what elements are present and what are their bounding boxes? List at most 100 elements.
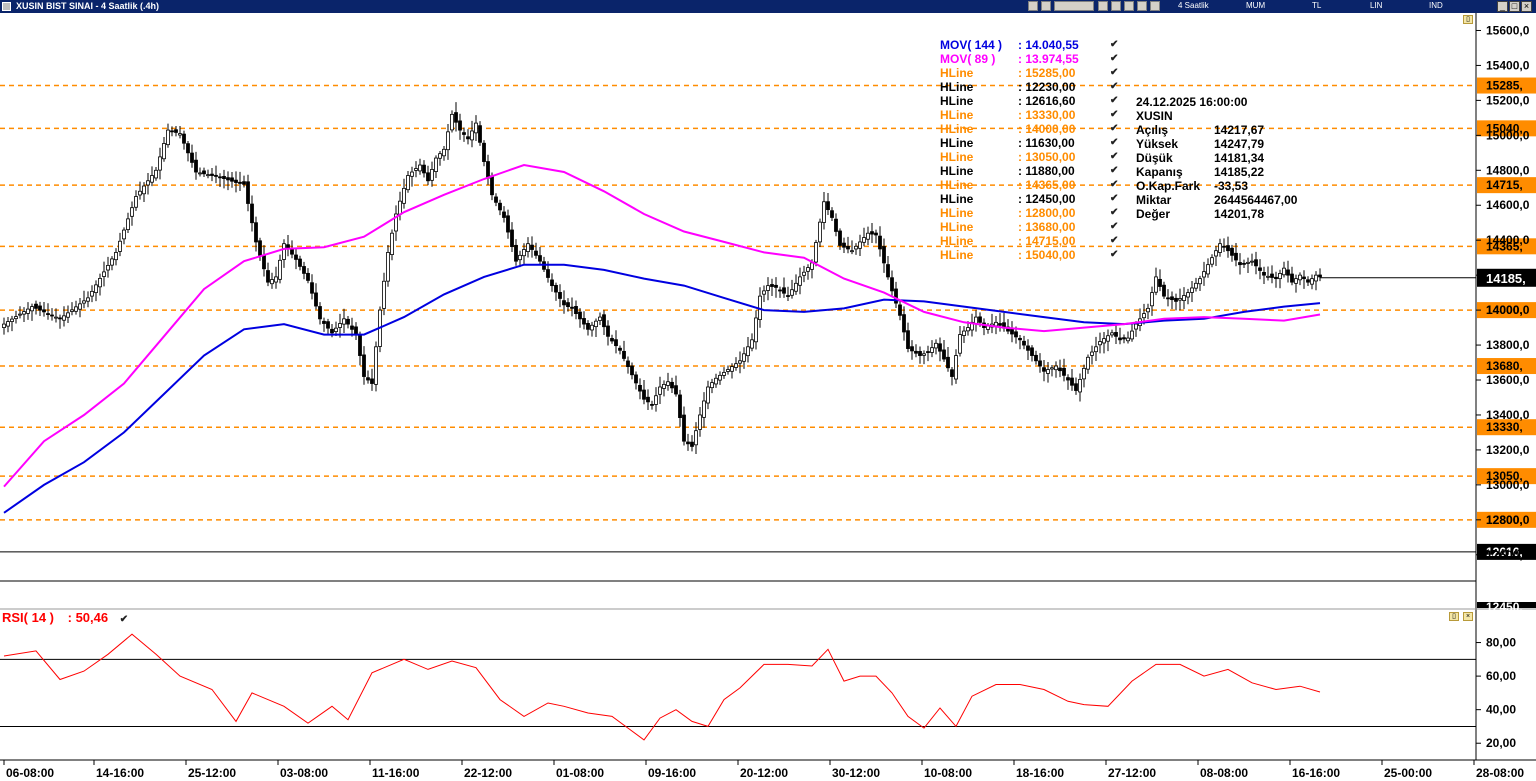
candle-body bbox=[222, 176, 226, 179]
candle-body bbox=[1318, 274, 1322, 278]
candle-body bbox=[142, 185, 146, 195]
toolbar-pen-icon[interactable] bbox=[1124, 1, 1134, 11]
candle-body bbox=[346, 318, 350, 325]
toolbar-magnifier-icon[interactable] bbox=[1111, 1, 1121, 11]
candle-body bbox=[670, 381, 674, 389]
legend-check-icon[interactable]: ✔ bbox=[1110, 81, 1119, 92]
legend-check-icon[interactable]: ✔ bbox=[1110, 179, 1119, 190]
toolbar-chart-icon[interactable] bbox=[1028, 1, 1038, 11]
legend-check-icon[interactable]: ✔ bbox=[1110, 165, 1119, 176]
rsi-levels-group bbox=[0, 658, 1476, 727]
candle-body bbox=[458, 120, 462, 131]
rsi-tick-label: 20,00 bbox=[1486, 736, 1516, 750]
candle-body bbox=[1154, 276, 1158, 293]
time-tick-label: 16-16:00 bbox=[1292, 766, 1340, 780]
toolbar-period[interactable]: 4 Saatlik bbox=[1178, 1, 1209, 10]
time-tick-label: 09-16:00 bbox=[648, 766, 696, 780]
candle-body bbox=[122, 229, 126, 240]
toolbar-dropdown-icon[interactable] bbox=[1150, 1, 1160, 11]
legend-check-icon[interactable]: ✔ bbox=[1110, 137, 1119, 148]
candle-body bbox=[86, 297, 90, 302]
candle-body bbox=[518, 254, 522, 261]
candle-body bbox=[1170, 296, 1174, 301]
candle-body bbox=[46, 313, 50, 315]
legend-check-icon[interactable]: ✔ bbox=[1110, 67, 1119, 78]
candle-body bbox=[830, 210, 834, 218]
rsi-check-icon[interactable]: ✔ bbox=[119, 614, 129, 625]
candle-body bbox=[1034, 354, 1038, 362]
minimize-button[interactable]: _ bbox=[1497, 1, 1508, 12]
info-row: Değer 14201,78 bbox=[1136, 207, 1336, 221]
legend-check-icon[interactable]: ✔ bbox=[1110, 95, 1119, 106]
candle-body bbox=[1010, 328, 1014, 335]
candle-body bbox=[502, 211, 506, 218]
legend-check-icon[interactable]: ✔ bbox=[1110, 109, 1119, 120]
legend-check-icon[interactable]: ✔ bbox=[1110, 123, 1119, 134]
candle-body bbox=[970, 321, 974, 331]
legend-item-value: : 13050,00 bbox=[1018, 150, 1076, 164]
candle-body bbox=[1254, 259, 1258, 267]
candle-body bbox=[34, 303, 38, 309]
close-button[interactable]: × bbox=[1521, 1, 1532, 12]
legend-item-value: : 12230,00 bbox=[1018, 80, 1076, 94]
hline-label: 13050, bbox=[1486, 469, 1523, 483]
hline-label-box bbox=[1477, 302, 1536, 319]
candle-body bbox=[750, 339, 754, 349]
candle-body bbox=[1222, 245, 1226, 248]
rsi-label: RSI( 14 ) : 50,46 ✔ bbox=[2, 610, 128, 625]
time-tick-label: 30-12:00 bbox=[832, 766, 880, 780]
toolbar-palette-icon[interactable] bbox=[1137, 1, 1147, 11]
hline-label-box bbox=[1477, 511, 1536, 528]
candle-body bbox=[1110, 332, 1114, 336]
toolbar-compare-icon[interactable] bbox=[1098, 1, 1108, 11]
candle-body bbox=[846, 245, 850, 250]
toolbar-scale[interactable]: LIN bbox=[1370, 1, 1383, 10]
candle-body bbox=[306, 272, 310, 281]
toolbar-indicators[interactable]: IND bbox=[1429, 1, 1443, 10]
toolbar-template-icon[interactable] bbox=[1054, 1, 1094, 11]
candle-body bbox=[14, 316, 18, 320]
candle-body bbox=[974, 316, 978, 325]
candle-body bbox=[1022, 340, 1026, 346]
candle-body bbox=[890, 277, 894, 292]
candle-body bbox=[466, 136, 470, 140]
legend-check-icon[interactable]: ✔ bbox=[1110, 193, 1119, 204]
legend-check-icon[interactable]: ✔ bbox=[1110, 53, 1119, 64]
rsi-panel-menu-button[interactable]: ▯ bbox=[1449, 612, 1459, 621]
price-tick-label: 14600,0 bbox=[1486, 198, 1530, 212]
toolbar-chart-type[interactable]: MUM bbox=[1246, 1, 1266, 10]
candle-body bbox=[794, 282, 798, 292]
candle-body bbox=[170, 130, 174, 133]
candle-body bbox=[1174, 297, 1178, 302]
candle-body bbox=[18, 313, 22, 316]
legend-check-icon[interactable]: ✔ bbox=[1110, 221, 1119, 232]
legend-check-icon[interactable]: ✔ bbox=[1110, 249, 1119, 260]
panel-menu-button[interactable]: ▯ bbox=[1463, 15, 1473, 24]
candle-body bbox=[582, 318, 586, 325]
candle-body bbox=[1054, 365, 1058, 371]
candle-body bbox=[302, 266, 306, 274]
price-tick-label: 13200,0 bbox=[1486, 443, 1530, 457]
toolbar-currency[interactable]: TL bbox=[1312, 1, 1322, 10]
candle-body bbox=[1130, 330, 1134, 340]
legend-check-icon[interactable]: ✔ bbox=[1110, 39, 1119, 50]
candle-body bbox=[778, 289, 782, 292]
toolbar-drawing-icon[interactable] bbox=[1041, 1, 1051, 11]
candle-body bbox=[822, 201, 826, 223]
candle-body bbox=[698, 414, 702, 430]
legend-check-icon[interactable]: ✔ bbox=[1110, 151, 1119, 162]
maximize-button[interactable]: □ bbox=[1509, 1, 1520, 12]
rsi-panel-close-button[interactable]: × bbox=[1463, 612, 1473, 621]
info-row: Yüksek 14247,79 bbox=[1136, 137, 1336, 151]
legend-check-icon[interactable]: ✔ bbox=[1110, 235, 1119, 246]
candle-body bbox=[322, 320, 326, 324]
legend-check-icon[interactable]: ✔ bbox=[1110, 207, 1119, 218]
candle-body bbox=[622, 350, 626, 359]
candle-body bbox=[386, 252, 390, 282]
candle-body bbox=[114, 252, 118, 261]
candle-body bbox=[730, 366, 734, 372]
candle-body bbox=[1114, 332, 1118, 337]
candle-body bbox=[1230, 247, 1234, 256]
candle-body bbox=[834, 218, 838, 232]
